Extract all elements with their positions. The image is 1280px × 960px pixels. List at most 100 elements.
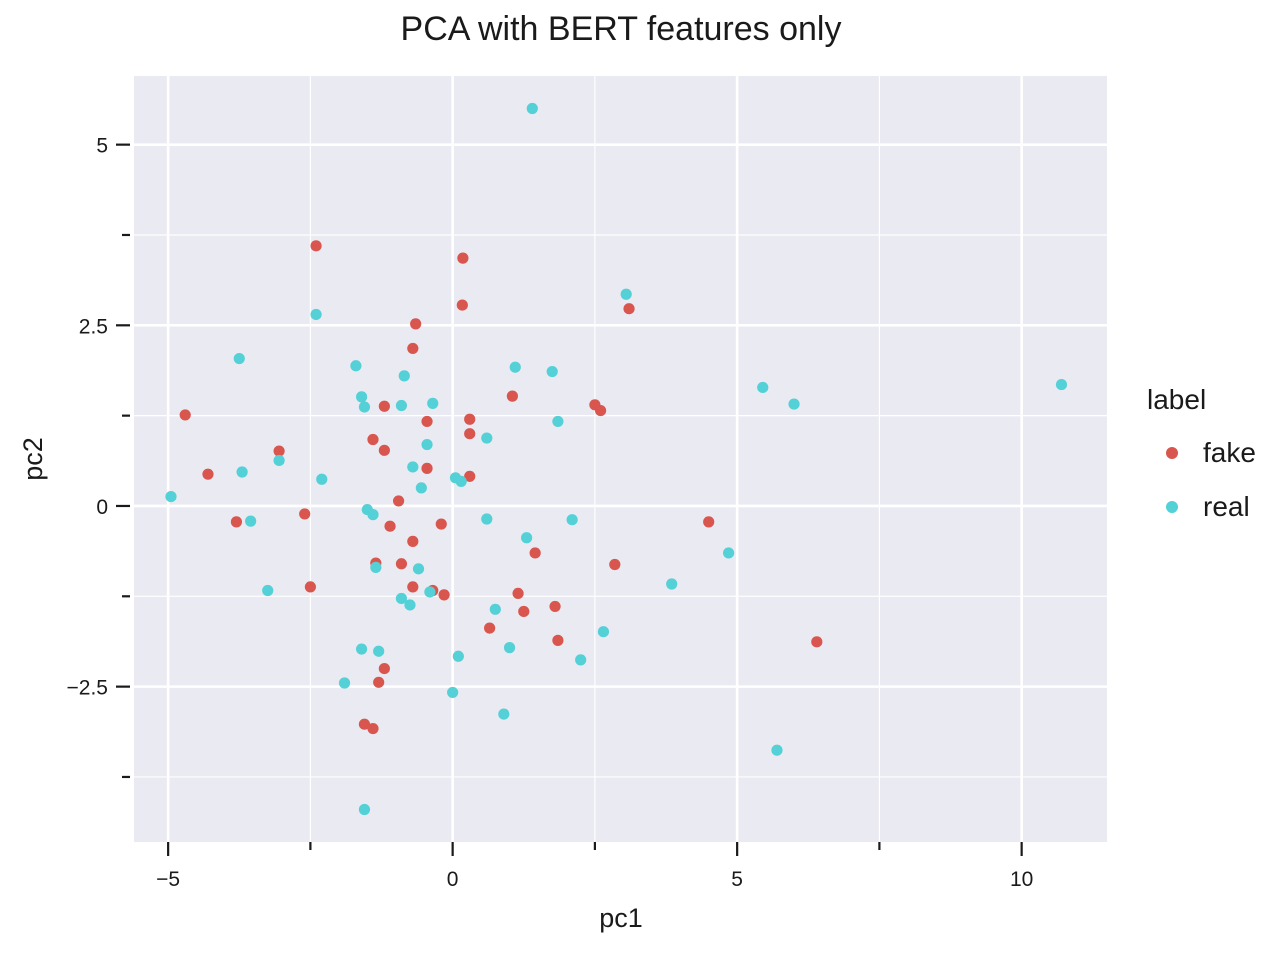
point-fake <box>594 404 607 417</box>
x-tick-label: −5 <box>156 868 180 891</box>
point-real <box>407 461 419 473</box>
point-fake <box>179 409 191 421</box>
point-fake <box>421 415 433 428</box>
point-real <box>233 352 245 365</box>
point-fake <box>529 547 541 559</box>
point-fake <box>407 581 419 593</box>
point-real <box>455 475 467 488</box>
point-fake <box>506 390 518 402</box>
point-real <box>723 547 735 559</box>
point-real <box>310 308 322 321</box>
point-real <box>395 592 408 605</box>
x-tick-label: 5 <box>731 868 743 891</box>
legend-label-fake: fake <box>1203 437 1256 468</box>
point-real <box>404 599 416 611</box>
point-fake <box>435 518 447 530</box>
point-real <box>521 532 533 544</box>
point-real <box>447 686 459 699</box>
point-fake <box>367 433 379 446</box>
plot-panel <box>134 76 1107 842</box>
point-fake <box>552 634 564 646</box>
point-real <box>597 626 610 638</box>
point-real <box>509 361 521 373</box>
point-fake <box>623 303 635 315</box>
point-fake <box>358 718 371 730</box>
point-real <box>481 513 493 525</box>
point-fake <box>407 535 419 547</box>
chart-title: PCA with BERT features only <box>401 10 842 48</box>
point-fake <box>811 636 823 648</box>
x-tick-label: 10 <box>1010 868 1033 891</box>
point-fake <box>549 600 561 613</box>
point-real <box>666 578 678 590</box>
point-real <box>273 454 285 467</box>
point-real <box>245 515 257 527</box>
point-real <box>338 677 351 689</box>
point-real <box>552 415 564 428</box>
point-fake <box>299 508 311 520</box>
point-fake <box>407 342 419 355</box>
point-real <box>373 645 385 657</box>
point-fake <box>392 495 405 507</box>
point-real <box>350 360 362 372</box>
point-fake <box>609 558 621 571</box>
point-fake <box>518 605 530 618</box>
point-fake <box>395 558 408 570</box>
point-fake <box>304 581 316 593</box>
point-real <box>262 584 274 597</box>
point-real <box>427 397 439 409</box>
point-fake <box>310 240 322 252</box>
point-real <box>421 438 433 451</box>
point-fake <box>384 520 396 532</box>
y-tick-label: 2.5 <box>79 315 108 338</box>
point-real <box>575 654 587 666</box>
x-axis-ticks: −5 0 5 10 <box>156 842 1033 891</box>
point-real <box>546 365 558 378</box>
point-real <box>1055 378 1068 391</box>
grid-lines <box>134 76 1107 842</box>
point-fake <box>378 400 390 412</box>
legend: label fake real <box>1147 384 1256 522</box>
point-fake <box>421 462 433 474</box>
point-real <box>481 432 493 444</box>
point-fake <box>273 445 285 457</box>
point-real <box>489 603 501 615</box>
data-points <box>165 102 1068 816</box>
point-fake <box>230 516 243 528</box>
point-real <box>452 650 464 662</box>
point-fake <box>464 428 476 440</box>
legend-key-fake <box>1166 447 1178 459</box>
point-real <box>498 708 510 720</box>
point-real <box>358 401 371 413</box>
y-tick-label: −2.5 <box>67 677 108 700</box>
point-real <box>566 514 578 526</box>
point-real <box>412 563 425 575</box>
point-real <box>526 102 538 115</box>
point-real <box>316 473 328 485</box>
point-fake <box>464 413 476 425</box>
legend-key-real <box>1166 501 1178 513</box>
point-fake <box>373 676 385 688</box>
point-real <box>358 803 371 816</box>
y-axis-title: pc2 <box>18 437 48 481</box>
y-tick-label: 5 <box>96 135 108 158</box>
point-fake <box>378 662 390 675</box>
y-axis-ticks: 5 2.5 0 −2.5 <box>67 135 130 779</box>
point-real <box>620 288 632 300</box>
point-fake <box>512 587 524 600</box>
legend-title: label <box>1147 384 1206 415</box>
point-fake <box>464 470 476 482</box>
point-fake <box>410 318 422 330</box>
point-fake <box>367 722 379 735</box>
point-real <box>236 466 248 478</box>
point-real <box>367 509 379 521</box>
x-tick-label: 0 <box>447 868 459 891</box>
point-real <box>356 643 368 655</box>
point-real <box>165 490 177 503</box>
legend-label-real: real <box>1203 491 1250 522</box>
x-axis-title: pc1 <box>599 903 643 933</box>
point-fake <box>378 444 390 456</box>
point-real <box>788 398 800 410</box>
point-real <box>424 586 436 598</box>
